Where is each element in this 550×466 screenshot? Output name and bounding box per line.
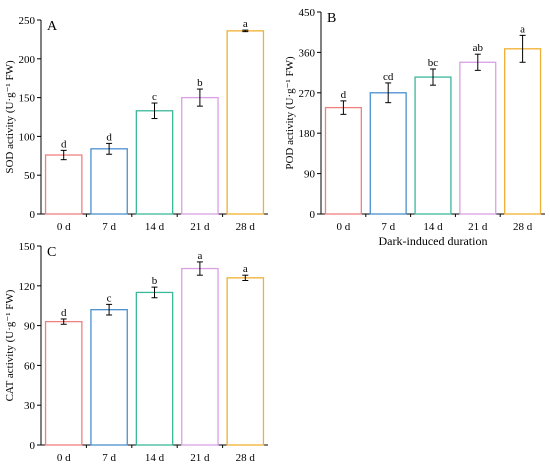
bar [90,148,128,215]
bar [135,291,174,446]
y-tick-label: 180 [299,128,316,140]
y-tick-label: 100 [19,131,36,143]
bar [181,267,219,446]
y-tick-label: 270 [299,88,316,100]
x-tick-label: 14 d [423,221,443,233]
bar [414,76,452,215]
y-tick-label: 200 [19,54,36,66]
x-tick-label: 28 d [513,221,533,233]
significance-letter: b [152,275,158,287]
y-tick-label: 0 [30,440,36,452]
y-tick-label: 150 [19,241,36,253]
x-tick-label: 7 d [381,221,395,233]
y-tick-label: 90 [304,169,316,181]
x-tick-label: 14 d [145,452,165,461]
significance-letter: d [106,131,112,143]
significance-letter: bc [428,57,439,69]
panel-label: B [327,11,336,26]
y-tick-label: 150 [19,93,36,105]
y-tick-label: 0 [30,209,36,221]
bar [369,92,407,215]
x-tick-label: 28 d [236,452,256,461]
bar [226,30,265,215]
bar [90,309,128,446]
y-tick-label: 30 [24,400,36,412]
significance-letter: a [243,263,248,275]
x-tick-label: 7 d [102,452,116,461]
x-tick-label: 21 d [190,452,210,461]
significance-letter: b [197,77,203,89]
significance-letter: c [152,91,157,103]
y-tick-label: 450 [299,7,316,19]
x-tick-label: 7 d [102,221,116,233]
y-tick-label: 50 [24,170,36,182]
y-tick-label: 120 [19,281,36,293]
significance-letter: d [341,89,347,101]
bar [135,110,174,215]
significance-letter: a [243,18,248,30]
x-tick-label: 21 d [190,221,210,233]
y-axis-label: CAT activity (U·g⁻¹ FW) [4,289,16,401]
y-axis-label: SOD activity (U·g⁻¹ FW) [4,60,16,174]
significance-letter: d [61,307,67,319]
y-tick-label: 360 [299,47,316,59]
x-tick-label: 0 d [57,452,71,461]
bar [44,154,83,215]
significance-letter: a [520,23,525,35]
bar [504,48,542,215]
panel-label: C [47,245,56,260]
y-tick-label: 0 [310,209,316,221]
significance-letter: cd [383,71,394,83]
significance-letter: c [107,292,112,304]
bar [459,61,497,215]
panel-b: 0 90 180 270 360 450 d 0 d cd 7 d bc 14 d ab 21 d a 28 … [284,7,545,248]
x-tick-label: 21 d [468,221,488,233]
x-tick-label: 0 d [57,221,71,233]
panel-label: A [47,19,58,34]
x-tick-label: 0 d [337,221,351,233]
y-tick-label: 250 [19,15,36,27]
x-axis-label: Dark-induced duration [379,234,488,248]
significance-letter: d [61,138,67,150]
significance-letter: a [197,250,202,262]
panel-a: 0 50 100 150 200 250 d 0 d d 7 d c 14 d b 21 d a 28 d A S… [4,15,268,233]
bar [226,277,265,446]
panel-c: 0 30 60 90 120 150 d 0 d c 7 d b 14 d a 21 d a 28 d C CAT… [4,241,268,464]
x-tick-label: 28 d [236,221,256,233]
y-tick-label: 90 [24,321,36,333]
significance-letter: ab [473,42,484,54]
y-axis-label: POD activity (U·g⁻¹ FW) [284,56,296,170]
bar [181,96,219,215]
bar [324,106,362,215]
y-tick-label: 60 [24,360,36,372]
x-tick-label: 14 d [145,221,165,233]
bar [44,320,83,446]
